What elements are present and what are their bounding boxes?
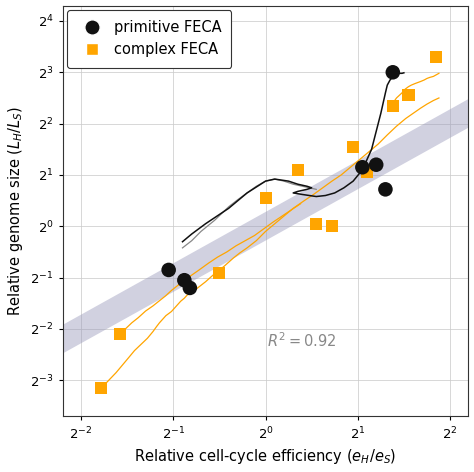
Point: [216, 269, 223, 276]
Point: [432, 53, 440, 61]
Y-axis label: Relative genome size ($L_H/L_S$): Relative genome size ($L_H/L_S$): [6, 106, 25, 316]
Point: [405, 92, 412, 99]
Point: [186, 284, 194, 292]
Point: [165, 266, 173, 274]
Text: $R^2 = 0.92$: $R^2 = 0.92$: [267, 331, 337, 350]
Legend: primitive FECA, complex FECA: primitive FECA, complex FECA: [67, 10, 231, 67]
Point: [262, 194, 269, 202]
Point: [98, 384, 105, 392]
Point: [349, 143, 357, 151]
Point: [389, 102, 397, 110]
X-axis label: Relative cell-cycle efficiency ($e_H/e_S$): Relative cell-cycle efficiency ($e_H/e_S…: [134, 447, 397, 466]
Point: [328, 222, 336, 230]
Point: [389, 68, 397, 76]
Point: [373, 161, 380, 169]
Point: [363, 169, 371, 176]
Point: [358, 163, 366, 171]
Point: [382, 185, 389, 193]
Point: [294, 166, 301, 174]
Point: [116, 330, 124, 338]
Point: [312, 220, 320, 228]
Point: [181, 277, 188, 284]
